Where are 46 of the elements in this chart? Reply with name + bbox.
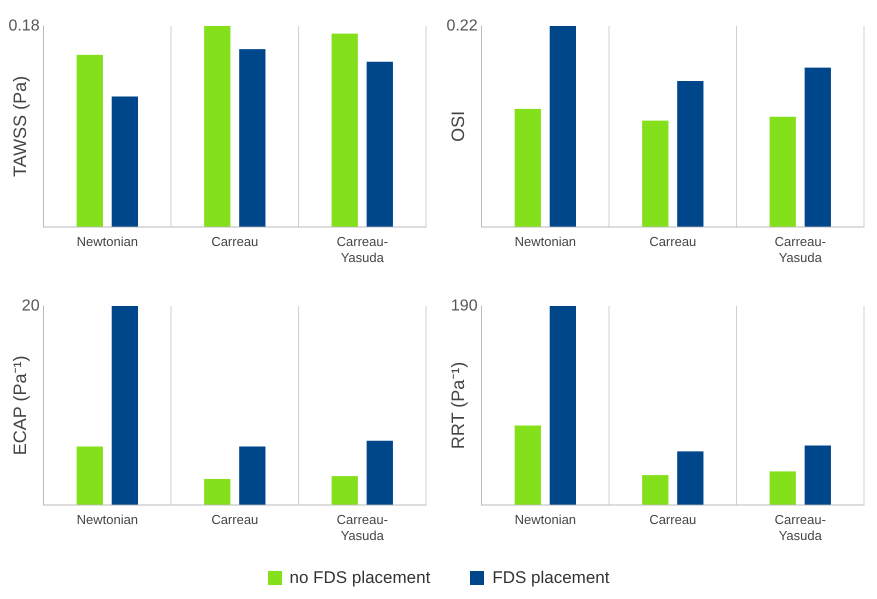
bar xyxy=(514,425,541,505)
bar xyxy=(112,96,138,227)
x-tick-label: Newtonian xyxy=(514,512,576,528)
bar xyxy=(642,120,668,227)
x-tick-label: Carreau xyxy=(211,234,258,250)
bar xyxy=(804,446,831,505)
bar xyxy=(770,116,796,227)
y-axis-title: OSI xyxy=(448,110,468,142)
x-tick-label: Carreau-Yasuda xyxy=(336,234,388,265)
bar xyxy=(332,34,358,227)
text: 0.18 xyxy=(8,17,40,34)
bar xyxy=(550,26,576,227)
bar xyxy=(550,306,576,505)
x-tick-label: Carreau xyxy=(649,234,696,250)
text: 190 xyxy=(450,297,478,314)
bar xyxy=(76,446,103,505)
x-tick-label: Carreau-Yasuda xyxy=(774,234,826,265)
bar xyxy=(366,440,393,505)
x-tick-label: Carreau-Yasuda xyxy=(774,512,826,543)
y-axis-title: TAWSS (Pa) xyxy=(10,76,30,177)
bar xyxy=(239,49,266,227)
bar xyxy=(514,108,541,227)
x-tick-label: Newtonian xyxy=(514,234,576,250)
bar xyxy=(239,446,266,505)
bar xyxy=(204,478,230,505)
bar xyxy=(76,54,103,227)
bar xyxy=(332,476,358,505)
x-tick-label: Carreau-Yasuda xyxy=(336,512,388,543)
x-tick-label: Carreau xyxy=(649,512,696,528)
bar xyxy=(804,68,831,227)
bar xyxy=(770,471,796,505)
y-axis-title: ECAP (Pa⁻¹) xyxy=(10,356,30,456)
bar xyxy=(642,475,668,505)
bar xyxy=(677,451,704,505)
x-tick-label: Carreau xyxy=(211,512,258,528)
y-axis-title: RRT (Pa⁻¹) xyxy=(448,362,468,450)
bar xyxy=(677,81,704,227)
x-tick-label: Newtonian xyxy=(76,512,138,528)
text: 20 xyxy=(22,297,40,314)
bar xyxy=(112,306,138,505)
x-tick-label: Newtonian xyxy=(76,234,138,250)
legend-label: FDS placement xyxy=(492,568,610,588)
bar xyxy=(366,62,393,227)
text: 0.22 xyxy=(446,17,478,34)
bar xyxy=(204,26,230,227)
legend-label: no FDS placement xyxy=(290,568,430,588)
